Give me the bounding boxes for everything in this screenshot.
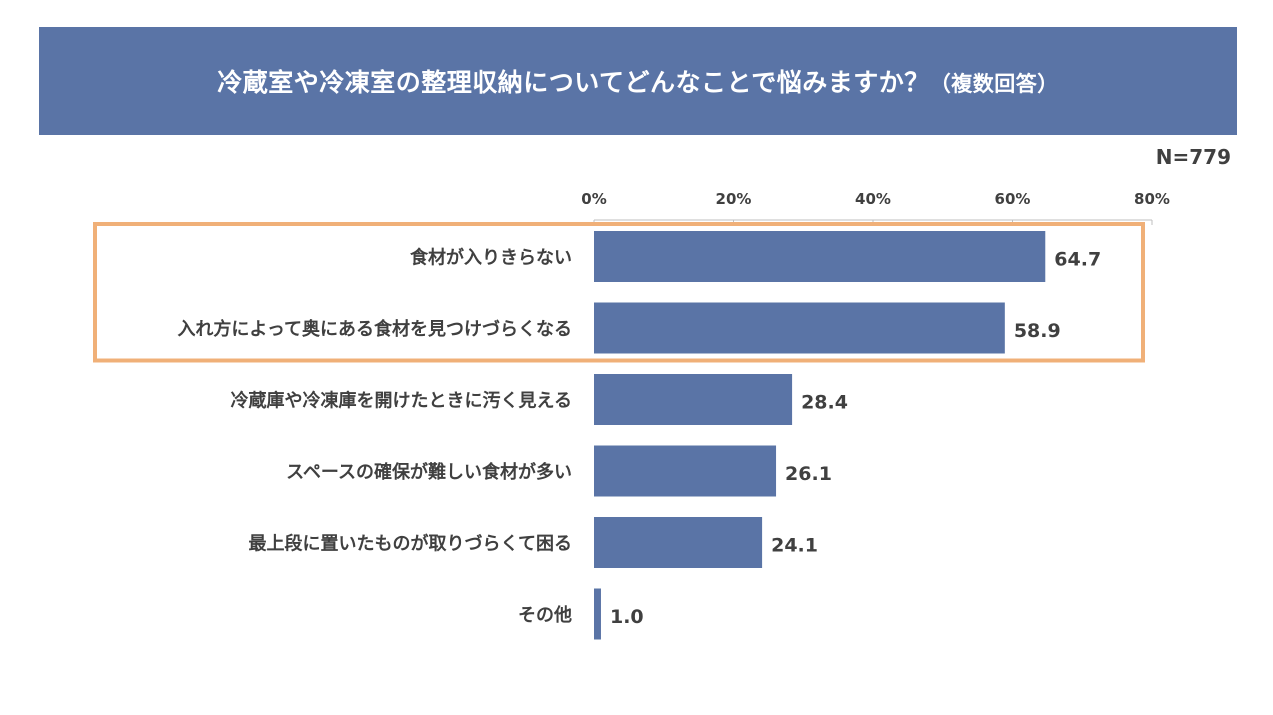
bar [594,588,601,640]
sample-size-label: N=779 [1155,145,1231,169]
data-label: 28.4 [801,392,848,414]
chart-title: 冷蔵室や冷凍室の整理収納についてどんなことで悩みますか？（複数回答） [217,63,1059,99]
bar [594,374,793,425]
title-banner: 冷蔵室や冷凍室の整理収納についてどんなことで悩みますか？（複数回答） [39,27,1237,135]
data-label: 58.9 [1014,320,1061,342]
x-tick-label: 80% [1134,190,1170,208]
x-tick-label: 0% [581,190,606,208]
x-tick-label: 20% [716,190,752,208]
data-label: 64.7 [1054,249,1101,271]
bar [594,445,777,497]
category-label: 食材が入りきらない [409,247,572,269]
bar [594,517,763,568]
x-tick-label: 60% [995,190,1031,208]
category-label: 入れ方によって奥にある食材を見つけづらくなる [177,318,572,340]
highlight-box [93,222,1145,363]
chart-title-main: 冷蔵室や冷凍室の整理収納についてどんなことで悩みますか？ [217,68,930,97]
chart-title-sub: （複数回答） [929,72,1059,96]
category-label: スペースの確保が難しい食材が多い [286,461,572,483]
bar [594,302,1005,354]
x-tick-label: 40% [855,190,891,208]
category-label: その他 [518,604,572,626]
data-label: 26.1 [785,463,832,485]
data-label: 24.1 [771,535,818,557]
bar [594,231,1046,282]
category-label: 最上段に置いたものが取りづらくて困る [249,533,572,555]
data-label: 1.0 [610,606,644,628]
category-label: 冷蔵庫や冷凍庫を開けたときに汚く見える [231,390,572,412]
